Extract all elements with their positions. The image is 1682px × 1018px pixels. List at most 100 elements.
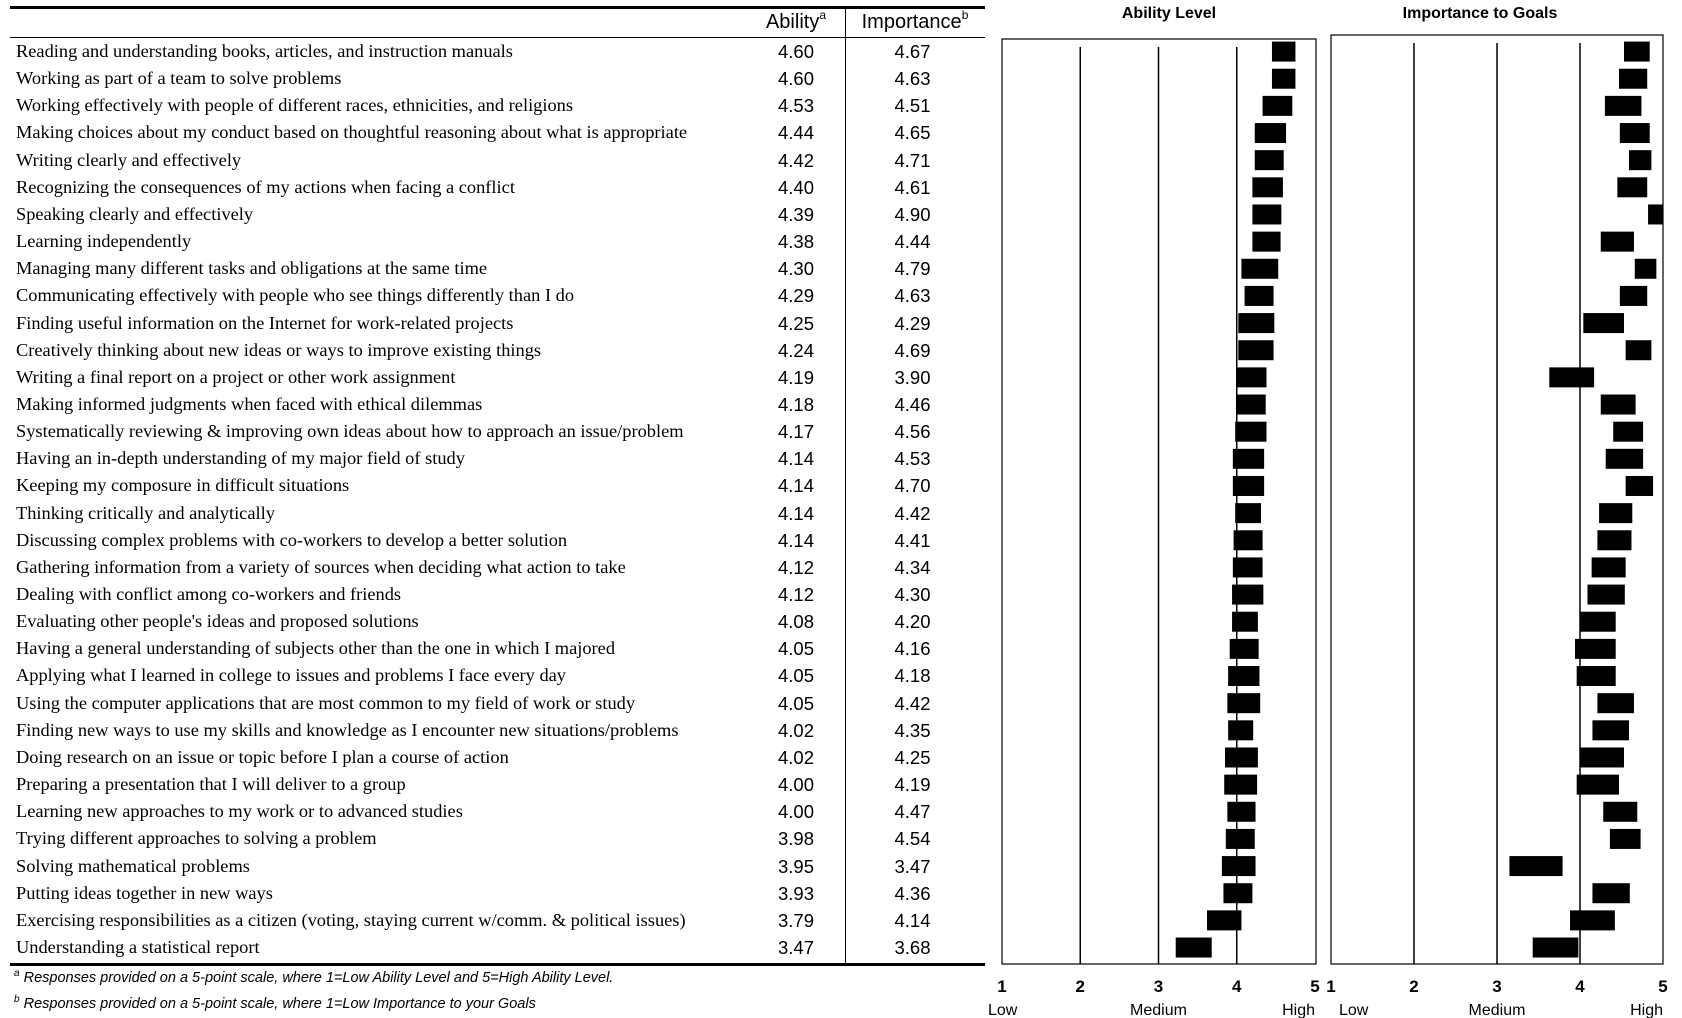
importance-interval-bar [1600,231,1634,252]
importance-value: 4.63 [894,68,931,90]
importance-interval-bar [1580,611,1616,632]
table-row: Exercising responsibilities as a citizen… [0,907,985,934]
ability-interval-bar [1227,801,1256,822]
importance-tick-label: 1 [1326,977,1335,996]
table-row: Having an in-depth understanding of my m… [0,445,985,472]
skill-label: Keeping my composure in difficult situat… [16,475,350,496]
ability-interval-bar [1225,747,1258,768]
importance-interval-bar [1592,883,1630,904]
ability-interval-bar [1235,421,1267,442]
table-row: Learning new approaches to my work or to… [0,798,985,825]
ability-value: 4.14 [777,529,814,551]
importance-value: 4.79 [894,258,931,280]
importance-interval-bar [1619,123,1650,144]
skill-label: Putting ideas together in new ways [16,882,273,903]
ability-interval-bar [1271,68,1296,89]
ability-value: 4.42 [777,149,814,171]
ability-value: 4.08 [777,611,814,633]
skills-table: Abilitya Importanceb Reading and underst… [0,6,985,1012]
ability-scale-word: Medium [1130,1002,1187,1018]
ability-value: 4.29 [777,285,814,307]
ability-value: 3.98 [777,828,814,850]
importance-value: 4.71 [894,149,931,171]
ability-interval-bar [1228,720,1254,741]
column-divider [845,38,846,964]
ability-value: 4.60 [777,68,814,90]
table-row: Working as part of a team to solve probl… [0,65,985,92]
importance-interval-bar [1597,530,1632,551]
table-row: Systematically reviewing & improving own… [0,418,985,445]
ability-chart-title: Ability Level [1122,5,1216,22]
table-row: Doing research on an issue or topic befo… [0,744,985,771]
ability-column-header: Abilitya [755,9,837,35]
importance-scale-word: Low [1339,1002,1369,1018]
table-row: Using the computer applications that are… [0,690,985,717]
table-row: Understanding a statistical report 3.47 3.… [0,934,985,961]
skill-label: Working as part of a team to solve probl… [16,68,342,89]
footnote-b-marker: b [14,994,20,1005]
ability-value: 4.12 [777,556,814,578]
table-row: Making choices about my conduct based on… [0,119,985,146]
footnote-a: a Responses provided on a 5-point scale,… [14,969,613,987]
table-row: Dealing with conflict among co-workers a… [0,581,985,608]
skill-label: Recognizing the consequences of my actio… [16,176,515,197]
ability-interval-bar [1254,150,1284,171]
importance-header-label: Importance [861,11,962,33]
ability-value: 4.00 [777,774,814,796]
ability-value: 4.44 [777,122,814,144]
skill-label: Using the computer applications that are… [16,692,636,713]
importance-interval-bar [1583,313,1624,334]
table-row: Recognizing the consequences of my actio… [0,174,985,201]
importance-interval-bar [1625,340,1652,361]
table-row: Writing a final report on a project or o… [0,364,985,391]
skill-label: Gathering information from a variety of … [16,556,626,577]
ability-value: 4.14 [777,502,814,524]
ability-tick-label: 5 [1310,977,1319,996]
importance-interval-bar [1600,394,1636,415]
table-row: Making informed judgments when faced wit… [0,391,985,418]
ability-tick-label: 2 [1076,977,1085,996]
importance-interval-bar [1549,367,1595,388]
ability-value: 4.14 [777,475,814,497]
ability-value: 4.60 [777,41,814,62]
ability-header-footnote-marker: a [819,8,827,22]
skill-label: Exercising responsibilities as a citizen… [16,909,686,930]
ability-value: 3.93 [777,882,814,904]
ability-interval-bar [1232,475,1265,496]
ability-interval-bar [1235,394,1266,415]
ability-interval-bar [1227,693,1261,714]
importance-header-footnote-marker: b [961,8,969,22]
importance-value: 4.29 [894,312,931,334]
table-row: Preparing a presentation that I will del… [0,771,985,798]
table-row: Gathering information from a variety of … [0,554,985,581]
importance-interval-bar [1617,177,1648,198]
skill-label: Having a general understanding of subjec… [16,638,616,659]
importance-interval-bar [1609,828,1641,849]
ability-value: 4.02 [777,719,814,741]
importance-interval-bar [1576,666,1616,687]
table-row: Finding useful information on the Intern… [0,310,985,337]
skill-label: Creatively thinking about new ideas or w… [16,339,542,360]
ability-value: 3.47 [777,936,814,958]
ability-interval-bar [1207,910,1242,931]
skill-label: Trying different approaches to solving a… [16,828,377,849]
skill-label: Speaking clearly and effectively [16,203,254,224]
importance-interval-bar [1648,204,1663,225]
importance-value: 3.68 [894,936,931,958]
importance-tick-label: 3 [1492,977,1501,996]
ability-interval-bar [1262,95,1293,116]
ability-interval-bar [1232,611,1258,632]
importance-value: 4.30 [894,584,931,605]
ability-value: 4.05 [777,638,814,660]
importance-interval-bar [1592,720,1629,741]
skill-label: Working effectively with people of diffe… [16,95,574,116]
importance-tick-label: 5 [1658,977,1667,996]
importance-interval-bar [1625,475,1654,496]
importance-value: 4.56 [894,421,931,443]
importance-value: 3.90 [894,366,931,388]
importance-value: 4.61 [894,176,931,198]
ability-interval-bar [1233,530,1263,551]
skill-label: Communicating effectively with people wh… [16,285,575,306]
